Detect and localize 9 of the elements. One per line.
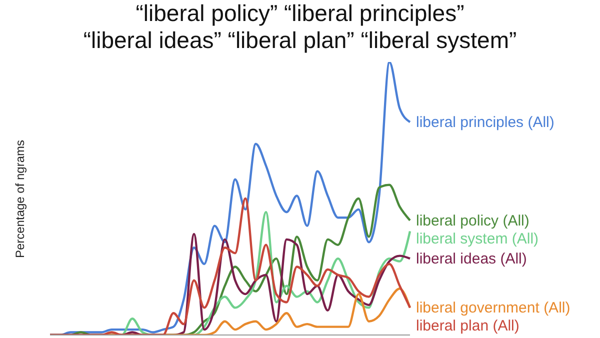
series-label: liberal ideas (All) xyxy=(416,250,527,268)
series-label: liberal system (All) xyxy=(416,230,539,248)
series-label: liberal plan (All) xyxy=(416,318,520,335)
series-label: liberal policy (All) xyxy=(416,212,530,230)
series-label: liberal principles (All) xyxy=(416,114,554,132)
chart-title: “liberal policy” “liberal principles” xyxy=(134,0,466,27)
y-axis-title: Percentage of ngrams xyxy=(13,139,27,258)
series-label: liberal government (All) xyxy=(416,300,570,317)
chart-subtitle: “liberal ideas” “liberal plan” “liberal system” xyxy=(82,27,518,54)
